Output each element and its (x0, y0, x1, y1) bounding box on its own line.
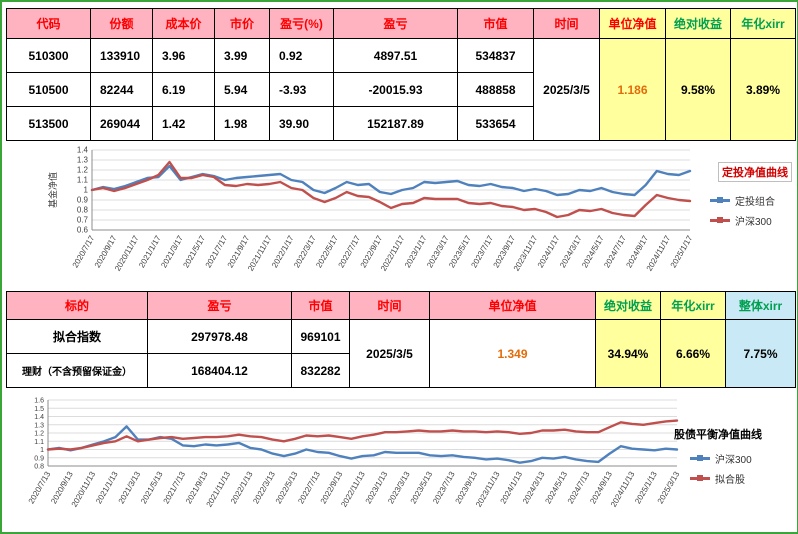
svg-text:0.8: 0.8 (77, 206, 89, 215)
svg-text:0.6: 0.6 (77, 226, 89, 235)
svg-text:0.9: 0.9 (77, 196, 89, 205)
legend-label: 定投组合 (735, 196, 775, 208)
cell-mv[interactable]: 533654 (457, 106, 534, 141)
cell-target[interactable]: 理财（不含预留保证金） (6, 353, 148, 388)
summary-table: 标的 盈亏 市值 时间 单位净值 绝对收益 年化xirr 整体xirr 拟合指数… (6, 291, 796, 388)
cell-nav-merged[interactable]: 1.349 (429, 319, 596, 388)
legend-line-marker (690, 454, 710, 461)
legend-item: 定投组合 (710, 190, 775, 210)
cell-mv[interactable]: 488858 (457, 72, 534, 107)
svg-text:1.1: 1.1 (34, 439, 44, 446)
cell-abs-return-merged[interactable]: 34.94% (595, 319, 661, 388)
cell-price[interactable]: 1.98 (214, 106, 270, 141)
cell-pnl-pct[interactable]: 39.90 (269, 106, 334, 141)
header-pnl[interactable]: 盈亏 (333, 8, 458, 39)
nav-curve-chart[interactable]: 1.4 1.3 1.2 1.1 1 0.9 0.8 0.7 0.6 2020/7/17 2020/9… (6, 142, 795, 290)
cell-xirr-merged[interactable]: 3.89% (730, 38, 796, 141)
cell-mv[interactable]: 832282 (291, 353, 350, 388)
header-total-xirr[interactable]: 整体xirr (725, 291, 796, 320)
cell-price[interactable]: 5.94 (214, 72, 270, 107)
legend-label: 拟合股 (715, 474, 745, 486)
cell-abs-return-merged[interactable]: 9.58% (665, 38, 731, 141)
chart-title: 股债平衡净值曲线 (674, 429, 762, 441)
cell-code[interactable]: 510500 (6, 72, 91, 107)
cell-cost[interactable]: 1.42 (152, 106, 215, 141)
svg-text:1.3: 1.3 (77, 156, 89, 165)
svg-text:基金净值: 基金净值 (47, 172, 58, 208)
cell-xirr-merged[interactable]: 6.66% (660, 319, 726, 388)
svg-text:1.4: 1.4 (34, 414, 44, 421)
cell-price[interactable]: 3.99 (214, 38, 270, 73)
cell-total-xirr-merged[interactable]: 7.75% (725, 319, 796, 388)
legend-line-marker (690, 474, 710, 481)
chart-legend: 定投组合 沪深300 (710, 190, 775, 230)
cell-cost[interactable]: 3.96 (152, 38, 215, 73)
header-mv[interactable]: 市值 (291, 291, 350, 320)
svg-text:0.9: 0.9 (34, 455, 44, 462)
chart-legend: 沪深300 拟合股 (690, 448, 752, 488)
holdings-table: 代码 份额 成本价 市价 盈亏(%) 盈亏 市值 时间 单位净值 绝对收益 年化… (6, 8, 796, 141)
legend-label: 沪深300 (735, 216, 772, 228)
svg-text:1.3: 1.3 (34, 422, 44, 429)
header-code[interactable]: 代码 (6, 8, 91, 39)
header-time[interactable]: 时间 (349, 291, 430, 320)
cell-pnl-pct[interactable]: -3.93 (269, 72, 334, 107)
legend-item: 沪深300 (710, 210, 775, 230)
cell-code[interactable]: 513500 (6, 106, 91, 141)
header-time[interactable]: 时间 (533, 8, 600, 39)
header-pnl-pct[interactable]: 盈亏(%) (269, 8, 334, 39)
balance-curve-chart[interactable]: 1.6 1.5 1.4 1.3 1.2 1.1 1 0.9 0.8 2020/7/13 2020/9… (6, 390, 795, 532)
svg-text:2025/3/13: 2025/3/13 (656, 470, 682, 506)
cell-cost[interactable]: 6.19 (152, 72, 215, 107)
header-xirr[interactable]: 年化xirr (660, 291, 726, 320)
cell-shares[interactable]: 82244 (90, 72, 153, 107)
header-abs-return[interactable]: 绝对收益 (665, 8, 731, 39)
cell-pnl[interactable]: 297978.48 (147, 319, 292, 354)
svg-text:1.2: 1.2 (34, 431, 44, 438)
header-xirr[interactable]: 年化xirr (730, 8, 796, 39)
cell-pnl[interactable]: -20015.93 (333, 72, 458, 107)
cell-target[interactable]: 拟合指数 (6, 319, 148, 354)
cell-code[interactable]: 510300 (6, 38, 91, 73)
svg-text:1: 1 (40, 447, 44, 454)
cell-shares[interactable]: 269044 (90, 106, 153, 141)
legend-line-marker (710, 196, 730, 203)
legend-line-marker (710, 216, 730, 223)
legend-item: 拟合股 (690, 468, 752, 488)
cell-pnl[interactable]: 152187.89 (333, 106, 458, 141)
svg-text:0.8: 0.8 (34, 464, 44, 471)
header-nav[interactable]: 单位净值 (599, 8, 666, 39)
cell-mv[interactable]: 534837 (457, 38, 534, 73)
cell-shares[interactable]: 133910 (90, 38, 153, 73)
cell-time-merged[interactable]: 2025/3/5 (533, 38, 600, 141)
header-price[interactable]: 市价 (214, 8, 270, 39)
header-target[interactable]: 标的 (6, 291, 148, 320)
svg-text:1.1: 1.1 (77, 176, 89, 185)
svg-text:1: 1 (84, 186, 89, 195)
header-shares[interactable]: 份额 (90, 8, 153, 39)
header-cost[interactable]: 成本价 (152, 8, 215, 39)
cell-pnl[interactable]: 4897.51 (333, 38, 458, 73)
svg-text:1.2: 1.2 (77, 166, 89, 175)
svg-text:1.6: 1.6 (34, 398, 44, 405)
svg-text:1.5: 1.5 (34, 406, 44, 413)
chart-title: 定投净值曲线 (718, 162, 792, 182)
cell-nav-merged[interactable]: 1.186 (599, 38, 666, 141)
legend-label: 沪深300 (715, 454, 752, 466)
header-mv[interactable]: 市值 (457, 8, 534, 39)
cell-time-merged[interactable]: 2025/3/5 (349, 319, 430, 388)
cell-pnl-pct[interactable]: 0.92 (269, 38, 334, 73)
svg-text:0.7: 0.7 (77, 216, 89, 225)
cell-pnl[interactable]: 168404.12 (147, 353, 292, 388)
legend-item: 沪深300 (690, 448, 752, 468)
svg-text:2025/1/17: 2025/1/17 (669, 234, 695, 270)
header-abs-return[interactable]: 绝对收益 (595, 291, 661, 320)
header-pnl[interactable]: 盈亏 (147, 291, 292, 320)
cell-mv[interactable]: 969101 (291, 319, 350, 354)
header-nav[interactable]: 单位净值 (429, 291, 596, 320)
svg-text:1.4: 1.4 (77, 146, 89, 155)
